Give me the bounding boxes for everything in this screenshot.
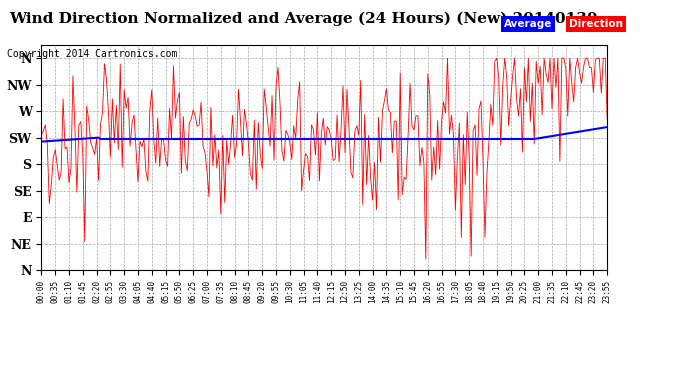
Text: Average: Average bbox=[504, 19, 552, 29]
Text: Copyright 2014 Cartronics.com: Copyright 2014 Cartronics.com bbox=[7, 49, 177, 59]
Text: Wind Direction Normalized and Average (24 Hours) (New) 20140130: Wind Direction Normalized and Average (2… bbox=[10, 11, 598, 26]
Text: Direction: Direction bbox=[569, 19, 623, 29]
